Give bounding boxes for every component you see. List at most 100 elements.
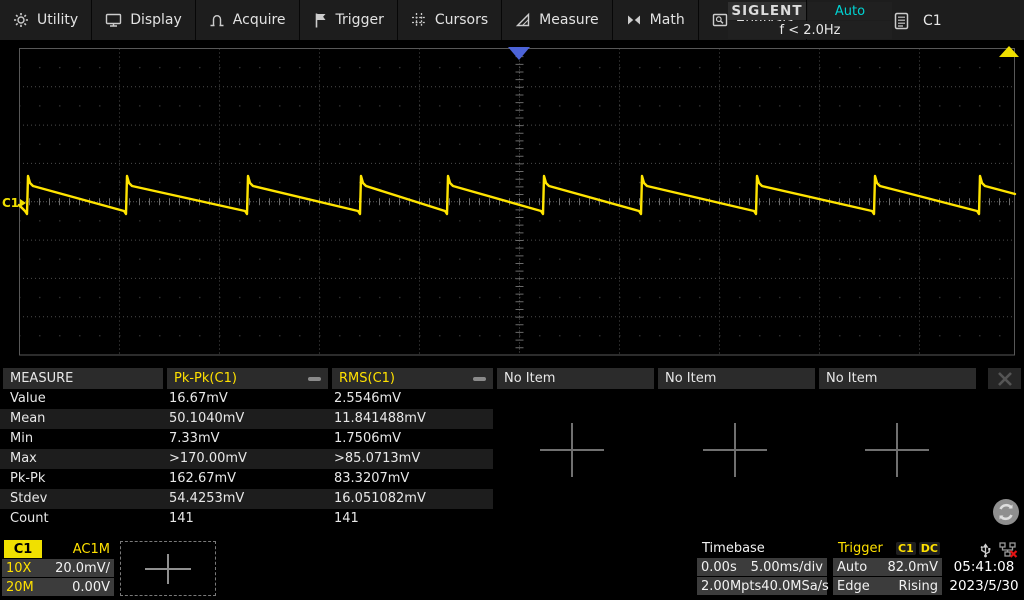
menu-utility-label: Utility: [37, 12, 79, 28]
trigger-level-indicator[interactable]: [999, 46, 1019, 57]
c1-waveform-trace: [17, 174, 1017, 216]
trigger-flag-icon: [315, 13, 326, 28]
graticule: [17, 48, 1017, 356]
measure-row-min: Min 7.33mV 1.7506mV: [0, 429, 493, 449]
stat-value: 11.841488mV: [334, 411, 426, 426]
menu-trigger[interactable]: Trigger: [300, 0, 398, 40]
analysis-icon: [712, 13, 727, 27]
trigger-coupling-badge: DC: [918, 542, 940, 555]
menu-math[interactable]: Math: [613, 0, 699, 40]
stat-value: 7.33mV: [169, 431, 220, 446]
measure-column-empty-3[interactable]: No Item: [819, 368, 976, 389]
trigger-info-box[interactable]: Trigger C1 DC Auto 82.0mV Edge Rising: [833, 540, 942, 595]
stat-value: 2.5546mV: [334, 391, 402, 406]
timebase-info-box[interactable]: Timebase 0.00s 5.00ms/div 2.00Mpts 40.0M…: [697, 540, 829, 595]
acquire-icon: [210, 15, 224, 27]
trigger-level: 82.0mV: [887, 559, 938, 575]
channel-list-icon: [894, 12, 909, 30]
channel-coupling: AC1M: [72, 541, 110, 557]
channel-vscale: 20.0mV/: [55, 560, 110, 576]
measure-column-pkpk-label: Pk-Pk(C1): [174, 371, 237, 386]
menu-cursors[interactable]: Cursors: [398, 0, 503, 40]
cursors-icon: [411, 13, 426, 27]
measure-column-empty-1[interactable]: No Item: [497, 368, 654, 389]
acquisition-mode-indicator[interactable]: Auto: [808, 2, 892, 20]
add-measure-icon[interactable]: [540, 423, 604, 477]
math-icon: [627, 15, 640, 25]
measure-column-pkpk[interactable]: Pk-Pk(C1): [167, 368, 328, 389]
stat-value: 1.7506mV: [334, 431, 402, 446]
stat-value: 16.67mV: [169, 391, 228, 406]
c1-level-marker[interactable]: C1: [2, 196, 27, 210]
display-icon: [105, 13, 122, 27]
channel-offset: 0.00V: [72, 579, 110, 595]
measure-statistics-table: Value 16.67mV 2.5546mV Mean 50.1040mV 11…: [0, 389, 493, 529]
menu-cursors-label: Cursors: [434, 12, 489, 28]
remove-measure-item-icon[interactable]: [308, 377, 321, 381]
menu-acquire[interactable]: Acquire: [196, 0, 300, 40]
stat-value: 16.051082mV: [334, 491, 426, 506]
waveform-display: C1: [0, 42, 1024, 362]
channel-bandwidth: 20M: [6, 579, 34, 595]
system-date: 2023/5/30: [949, 578, 1019, 594]
stat-value: 50.1040mV: [169, 411, 245, 426]
stat-value: 141: [169, 511, 194, 526]
close-measure-panel-button[interactable]: [988, 368, 1021, 389]
measure-column-empty-2[interactable]: No Item: [658, 368, 815, 389]
c1-level-marker-label: C1: [2, 196, 20, 210]
menu-acquire-label: Acquire: [232, 12, 286, 28]
top-menu-bar: Utility Display Acquire Trigger: [0, 0, 1024, 42]
menu-display-label: Display: [130, 12, 182, 28]
brand-status-block: SIGLENT Auto f < 2.0Hz: [728, 2, 892, 39]
add-measure-icon[interactable]: [703, 423, 767, 477]
gear-icon: [14, 13, 28, 27]
close-icon: [997, 371, 1012, 386]
measure-panel-title: MEASURE: [3, 368, 163, 389]
stat-label: Min: [10, 431, 34, 446]
channel-info-box[interactable]: C1 AC1M 10X 20.0mV/ 20M 0.00V: [2, 540, 114, 596]
stat-value: 162.67mV: [169, 471, 237, 486]
stat-value: >85.0713mV: [334, 451, 421, 466]
measure-row-max: Max >170.00mV >85.0713mV: [0, 449, 493, 469]
channel-badge[interactable]: C1: [4, 540, 42, 558]
menu-measure[interactable]: Measure: [502, 0, 613, 40]
measure-panel: MEASURE Pk-Pk(C1) RMS(C1) No Item No Ite…: [0, 368, 1024, 532]
menu-math-label: Math: [649, 12, 685, 28]
trigger-frequency-readout: f < 2.0Hz: [728, 21, 892, 39]
stat-value: 54.4253mV: [169, 491, 245, 506]
lan-icon: [999, 541, 1018, 558]
stat-value: >170.00mV: [169, 451, 247, 466]
stat-label: Count: [10, 511, 49, 526]
stat-label: Max: [10, 451, 37, 466]
menu-utility[interactable]: Utility: [0, 0, 93, 40]
measure-row-count: Count 141 141: [0, 509, 493, 529]
trigger-type: Edge: [837, 578, 870, 594]
siglent-logo: SIGLENT: [728, 2, 806, 20]
timebase-delay: 0.00s: [701, 559, 737, 575]
measure-column-rms[interactable]: RMS(C1): [332, 368, 493, 389]
measure-row-value: Value 16.67mV 2.5546mV: [0, 389, 493, 409]
measure-row-pkpk: Pk-Pk 162.67mV 83.3207mV: [0, 469, 493, 489]
active-channel-label: C1: [923, 13, 942, 29]
menu-trigger-label: Trigger: [335, 12, 384, 28]
timebase-scale: 5.00ms/div: [750, 559, 823, 575]
timebase-samplerate: 40.0MSa/s: [761, 578, 829, 594]
timebase-title: Timebase: [702, 541, 765, 556]
menu-display[interactable]: Display: [92, 0, 196, 40]
trigger-mode: Auto: [837, 559, 868, 575]
trigger-position-marker[interactable]: [508, 47, 530, 60]
measure-column-rms-label: RMS(C1): [339, 371, 395, 386]
active-channel-indicator[interactable]: C1: [894, 0, 942, 42]
add-channel-box[interactable]: [120, 541, 216, 596]
system-status-box: 05:41:08 2023/5/30: [944, 538, 1024, 596]
add-measure-icon[interactable]: [865, 423, 929, 477]
channel-probe: 10X: [6, 560, 32, 576]
measure-row-mean: Mean 50.1040mV 11.841488mV: [0, 409, 493, 429]
measure-icon: [515, 12, 530, 27]
reset-statistics-button[interactable]: [992, 498, 1020, 526]
timebase-memory: 2.00Mpts: [701, 578, 762, 594]
remove-measure-item-icon[interactable]: [473, 377, 486, 381]
system-time: 05:41:08: [953, 559, 1015, 575]
stat-label: Value: [10, 391, 46, 406]
